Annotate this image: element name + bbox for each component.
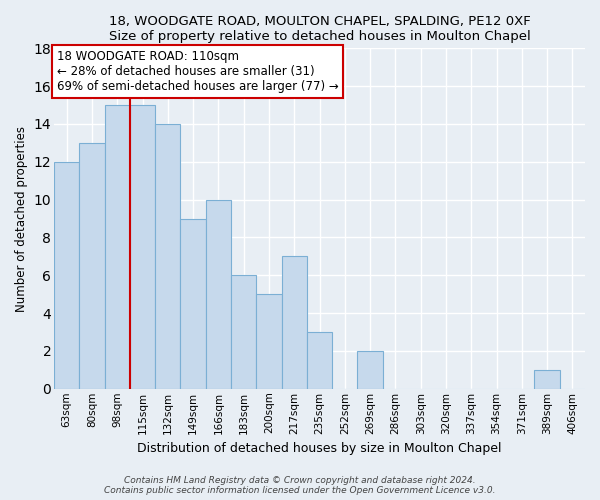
Bar — [79, 143, 104, 389]
Bar — [231, 276, 256, 389]
Bar — [358, 351, 383, 389]
Bar — [155, 124, 181, 389]
Bar — [130, 105, 155, 389]
Text: 18 WOODGATE ROAD: 110sqm
← 28% of detached houses are smaller (31)
69% of semi-d: 18 WOODGATE ROAD: 110sqm ← 28% of detach… — [57, 50, 338, 93]
Bar — [181, 218, 206, 389]
Bar — [281, 256, 307, 389]
Text: Contains HM Land Registry data © Crown copyright and database right 2024.
Contai: Contains HM Land Registry data © Crown c… — [104, 476, 496, 495]
Bar — [535, 370, 560, 389]
Bar — [307, 332, 332, 389]
Bar — [206, 200, 231, 389]
X-axis label: Distribution of detached houses by size in Moulton Chapel: Distribution of detached houses by size … — [137, 442, 502, 455]
Bar — [256, 294, 281, 389]
Bar — [54, 162, 79, 389]
Bar — [104, 105, 130, 389]
Y-axis label: Number of detached properties: Number of detached properties — [15, 126, 28, 312]
Title: 18, WOODGATE ROAD, MOULTON CHAPEL, SPALDING, PE12 0XF
Size of property relative : 18, WOODGATE ROAD, MOULTON CHAPEL, SPALD… — [109, 15, 530, 43]
